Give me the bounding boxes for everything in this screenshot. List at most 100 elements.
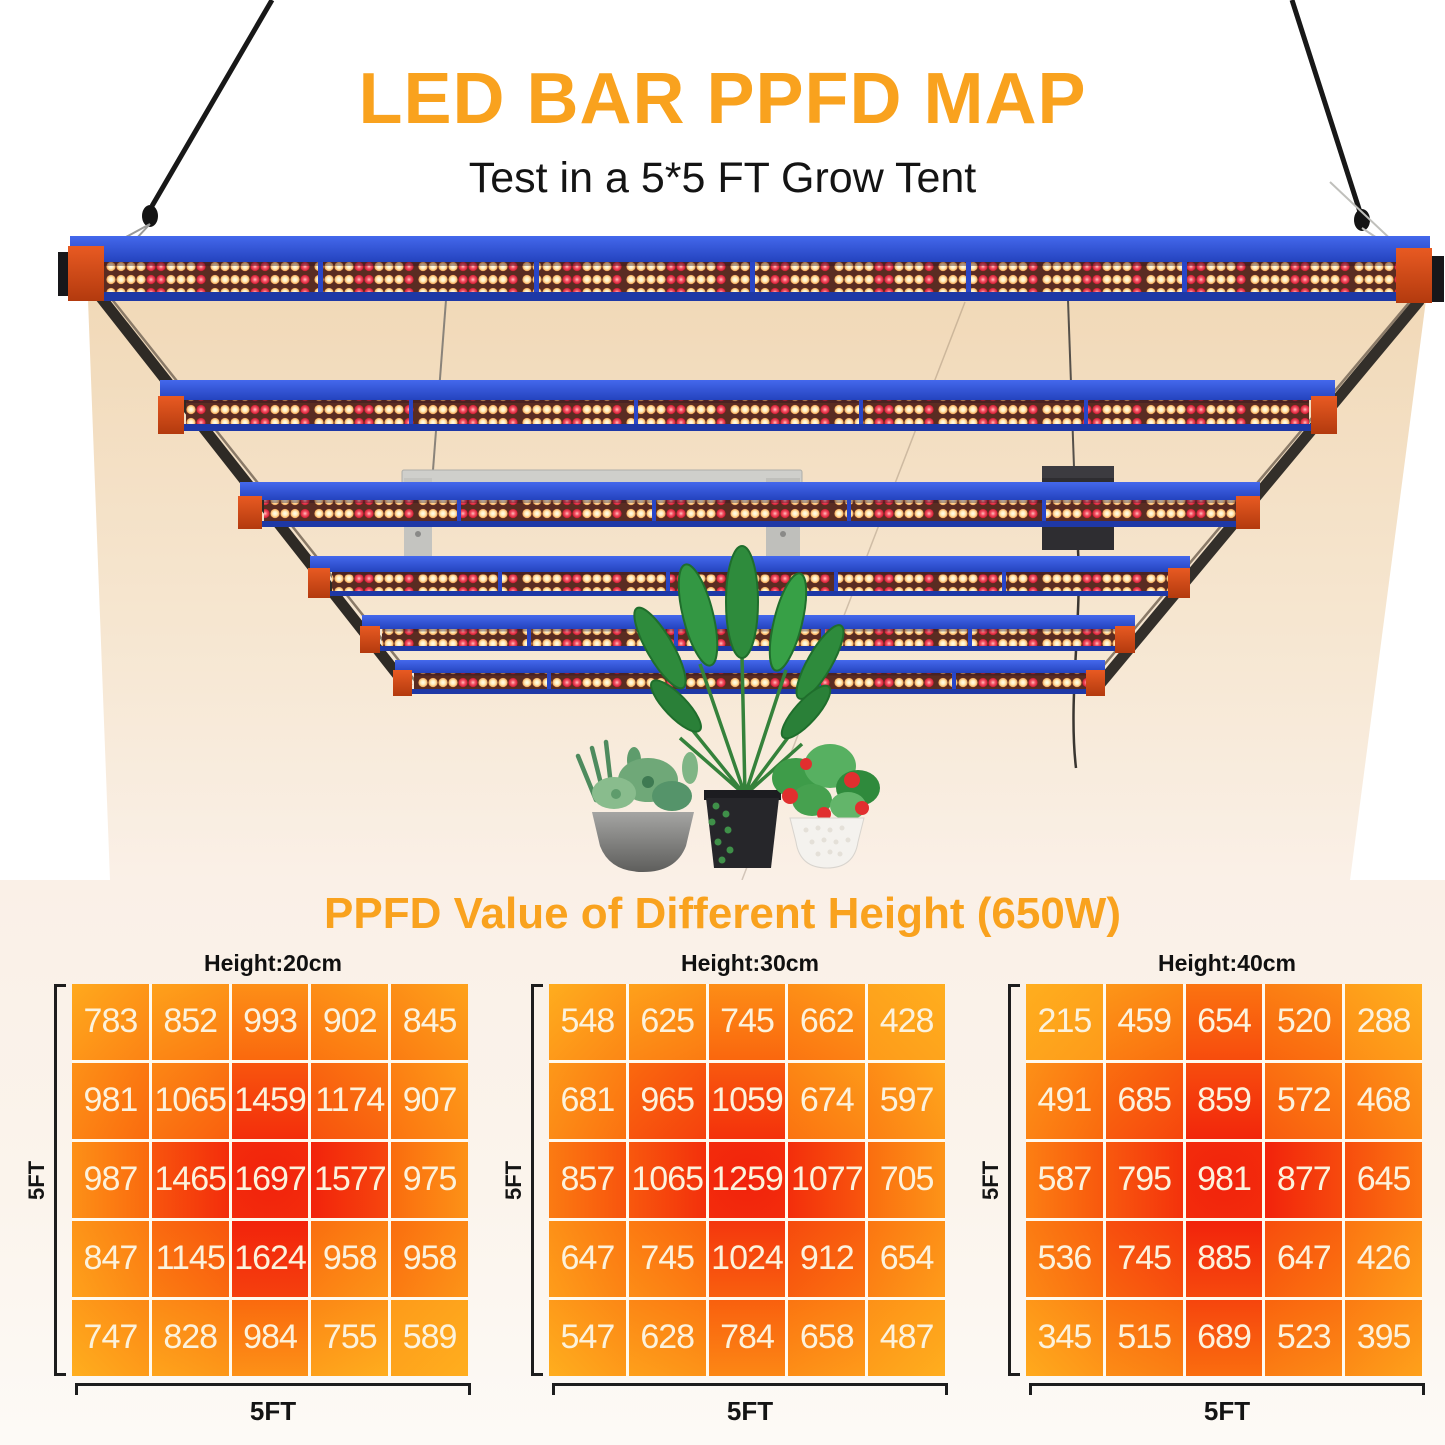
x-axis-label: 5FT (1203, 1395, 1251, 1426)
heatmap-cell: 572 (1265, 1062, 1343, 1139)
led-fixture-image (58, 0, 1444, 880)
heatmap-cell: 745 (628, 1220, 706, 1297)
heatmap-cell: 1697 (231, 1141, 309, 1218)
heatmap-cell: 1065 (151, 1062, 229, 1139)
heatmap-cell: 981 (1185, 1141, 1263, 1218)
heatmap-cell: 654 (1185, 983, 1263, 1060)
heatmap-cell: 975 (391, 1141, 468, 1218)
heatmap-cell: 395 (1345, 1299, 1422, 1376)
heatmap-cell: 859 (1185, 1062, 1263, 1139)
y-axis-label: 5FT (978, 1160, 1003, 1200)
y-axis-label: 5FT (501, 1160, 526, 1200)
heatmap-cell: 1465 (151, 1141, 229, 1218)
heatmap-cell: 654 (868, 1220, 945, 1297)
heatmap-cell: 647 (549, 1220, 626, 1297)
succulent-plant (575, 739, 698, 872)
heatmap-cell: 907 (391, 1062, 468, 1139)
heatmap-cell: 628 (628, 1299, 706, 1376)
heatmap-cell: 795 (1105, 1141, 1183, 1218)
heatmap-body: 5FT 548 625 745 662 428 681 965 1059 674 597 857 106… (497, 983, 948, 1376)
heatmap-cell: 745 (708, 983, 786, 1060)
heatmap-block: Height:20cm 5FT 783 852 993 902 845 981 1065 1459… (20, 950, 471, 1425)
heatmap-cell: 487 (868, 1299, 945, 1376)
heatmap-cell: 745 (1105, 1220, 1183, 1297)
x-axis-bracket (552, 1382, 948, 1395)
heatmap-cell: 288 (1345, 983, 1422, 1060)
heatmap-cell: 681 (549, 1062, 626, 1139)
heatmap-cell: 662 (788, 983, 866, 1060)
x-axis-bracket (1029, 1382, 1425, 1395)
heatmap-cell: 902 (311, 983, 389, 1060)
heatmap-cell: 689 (1185, 1299, 1263, 1376)
heatmap-title: Height:20cm (203, 950, 343, 977)
banana-leaf-plant (633, 545, 845, 868)
y-axis-bracket (1008, 983, 1020, 1376)
page-subtitle: Test in a 5*5 FT Grow Tent (468, 154, 977, 202)
heatmap-cell: 755 (311, 1299, 389, 1376)
led-bar-3 (238, 482, 1260, 529)
heatmap-cell: 1624 (231, 1220, 309, 1297)
heatmap-cell: 1059 (708, 1062, 786, 1139)
heatmap-cell: 215 (1026, 983, 1103, 1060)
heatmap-cell: 965 (628, 1062, 706, 1139)
heatmap-cell: 645 (1345, 1141, 1422, 1218)
hero: LED BAR PPFD MAP Test in a 5*5 FT Grow T… (58, 0, 1444, 880)
heatmap-cell: 674 (788, 1062, 866, 1139)
led-bar-1 (58, 236, 1444, 303)
x-axis-bracket (75, 1382, 471, 1395)
heatmap-title: Height:40cm (1157, 950, 1297, 977)
heatmap-cell: 625 (628, 983, 706, 1060)
heatmap-cell: 981 (72, 1062, 149, 1139)
heatmap-cell: 852 (151, 983, 229, 1060)
heatmap-cell: 845 (391, 983, 468, 1060)
heatmap-cell: 523 (1265, 1299, 1343, 1376)
heatmap-cell: 536 (1026, 1220, 1103, 1297)
heatmap-cell: 1259 (708, 1141, 786, 1218)
heatmap-cell: 428 (868, 983, 945, 1060)
heatmap-grid: 548 625 745 662 428 681 965 1059 674 597 857 1065 12… (549, 983, 945, 1376)
heatmap-cell: 1077 (788, 1141, 866, 1218)
strawberry-plant (772, 744, 880, 869)
heatmap-block: Height:30cm 5FT 548 625 745 662 428 681 965 1059 6… (497, 950, 948, 1425)
heatmap-cell: 857 (549, 1141, 626, 1218)
heatmap-grid: 783 852 993 902 845 981 1065 1459 1174 907 987 1465… (72, 983, 468, 1376)
heatmap-cell: 1577 (311, 1141, 389, 1218)
heatmap-cell: 958 (391, 1220, 468, 1297)
ppfd-section: PPFD Value of Different Height (650W) He… (0, 880, 1445, 1445)
heatmap-cell: 912 (788, 1220, 866, 1297)
heatmap-cell: 885 (1185, 1220, 1263, 1297)
heatmap-cell: 589 (391, 1299, 468, 1376)
heatmap-cell: 783 (72, 983, 149, 1060)
page-title: LED BAR PPFD MAP (358, 59, 1087, 139)
heatmap-cell: 547 (549, 1299, 626, 1376)
heatmap-body: 5FT 783 852 993 902 845 981 1065 1459 1174 907 987 1… (20, 983, 471, 1376)
heatmap-cell: 705 (868, 1141, 945, 1218)
heatmap-cell: 1024 (708, 1220, 786, 1297)
heatmap-title: Height:30cm (680, 950, 820, 977)
heatmap-cell: 958 (311, 1220, 389, 1297)
heatmap-cell: 784 (708, 1299, 786, 1376)
x-axis-label: 5FT (249, 1395, 297, 1426)
heatmap-cell: 1145 (151, 1220, 229, 1297)
heatmap-cell: 597 (868, 1062, 945, 1139)
heatmap-cell: 993 (231, 983, 309, 1060)
heatmap-cell: 515 (1105, 1299, 1183, 1376)
heatmap-cell: 587 (1026, 1141, 1103, 1218)
heatmap-cell: 548 (549, 983, 626, 1060)
heatmaps-row: Height:20cm 5FT 783 852 993 902 845 981 1065 1459… (0, 950, 1445, 1425)
heatmap-cell: 685 (1105, 1062, 1183, 1139)
y-axis-bracket (531, 983, 543, 1376)
heatmap-cell: 459 (1105, 983, 1183, 1060)
heatmap-cell: 877 (1265, 1141, 1343, 1218)
heatmap-cell: 1459 (231, 1062, 309, 1139)
heatmap-cell: 984 (231, 1299, 309, 1376)
led-bar-2 (158, 380, 1337, 434)
heatmap-cell: 987 (72, 1141, 149, 1218)
heatmap-cell: 345 (1026, 1299, 1103, 1376)
heatmap-cell: 647 (1265, 1220, 1343, 1297)
heatmap-cell: 747 (72, 1299, 149, 1376)
heatmap-cell: 520 (1265, 983, 1343, 1060)
heatmap-cell: 658 (788, 1299, 866, 1376)
heatmap-cell: 468 (1345, 1062, 1422, 1139)
